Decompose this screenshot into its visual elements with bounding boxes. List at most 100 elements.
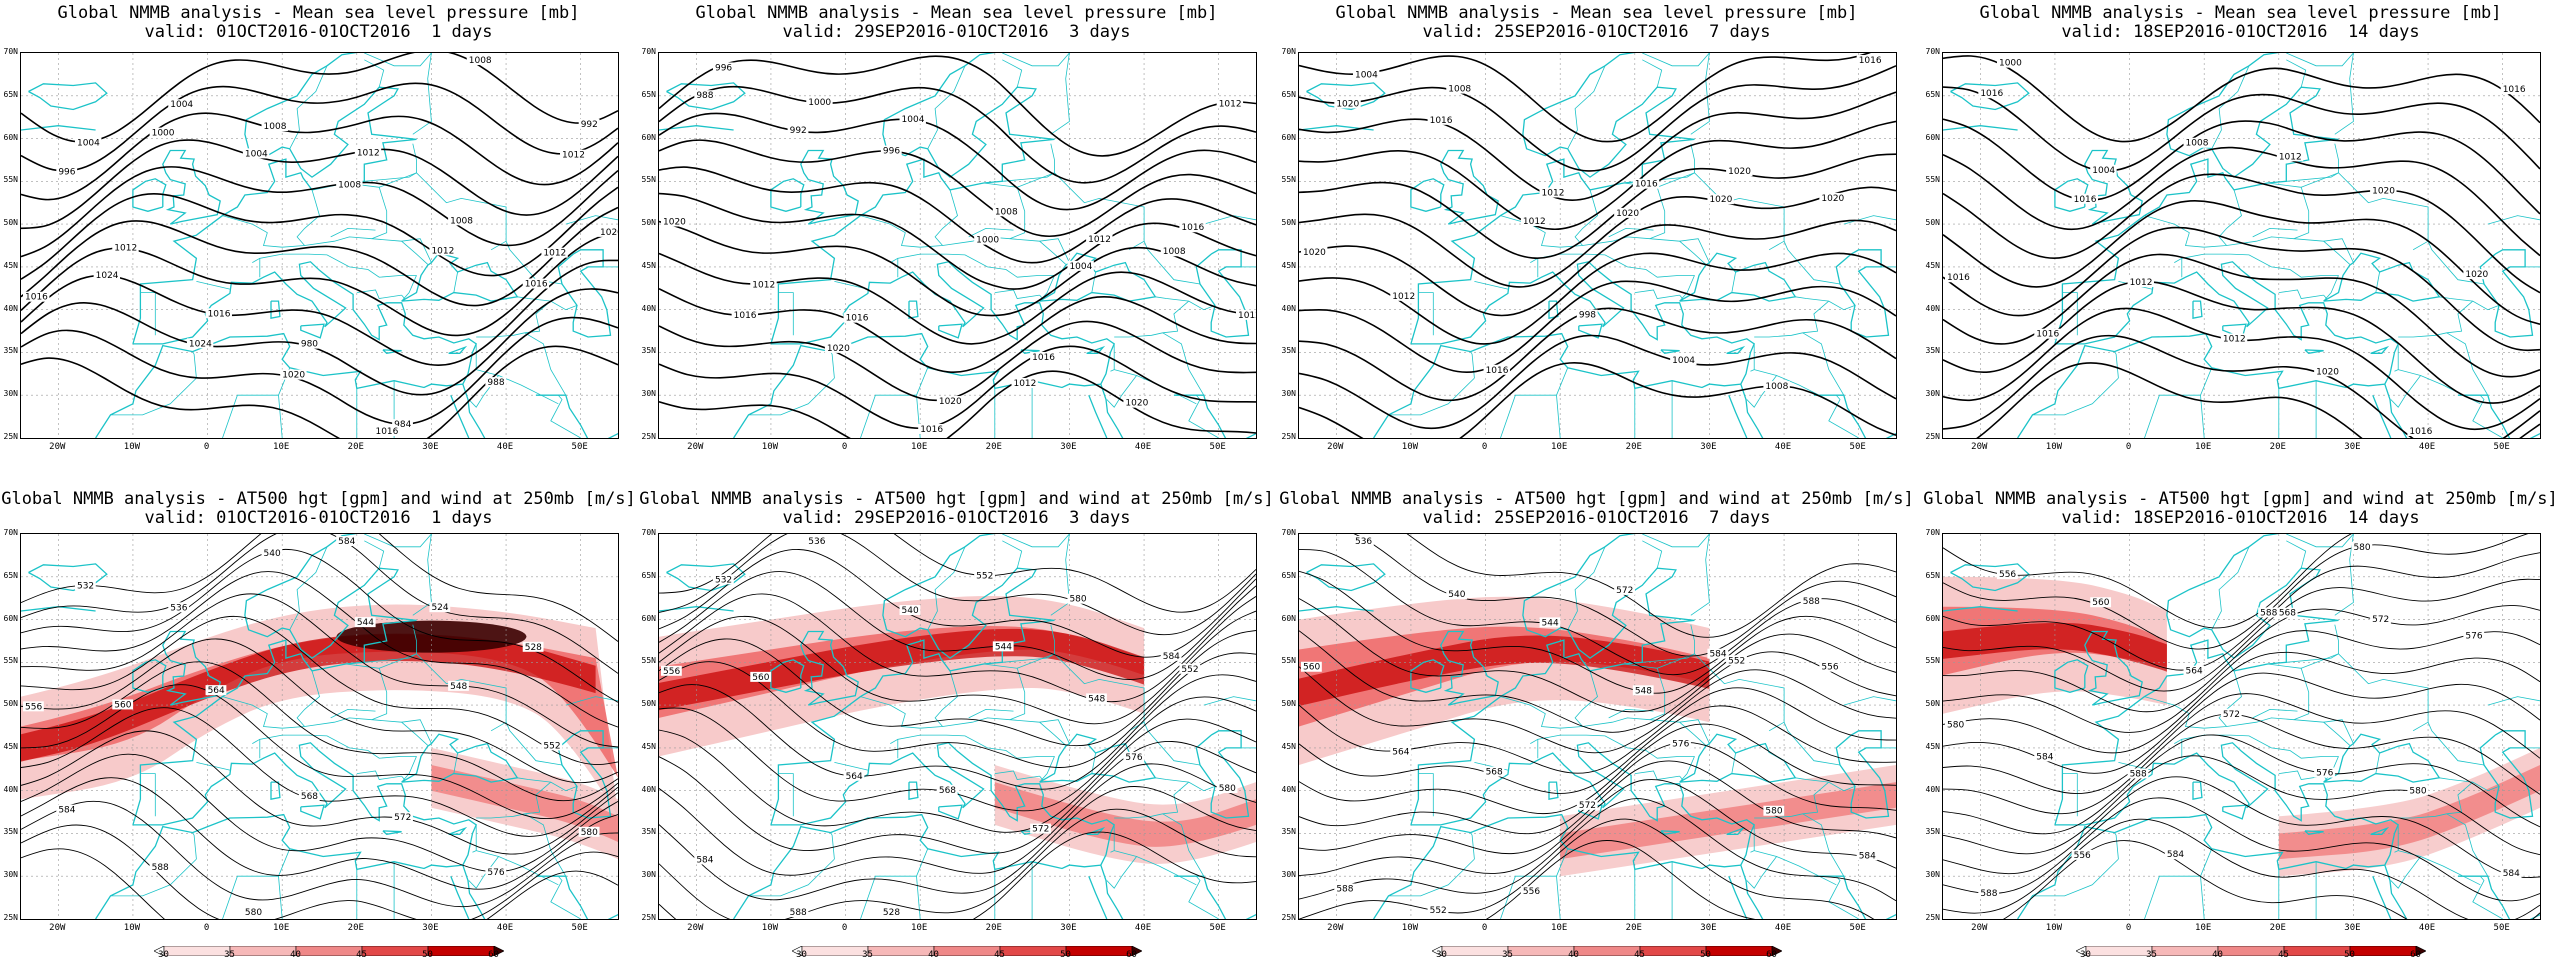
lon-tick-label: 50E xyxy=(1849,442,1866,452)
colorbar-tick-label: 40 xyxy=(2212,950,2223,960)
contour-label: 572 xyxy=(2372,615,2389,625)
contour-label-bg xyxy=(2220,708,2242,719)
lon-tick-label: 20W xyxy=(1327,923,1344,933)
contour-label-bg xyxy=(1390,290,1417,301)
colorbar-tick-label: 50 xyxy=(2344,950,2355,960)
contour-labels: 5365405445485525565605645685725765805845… xyxy=(1301,536,1878,916)
contour-label: 1004 xyxy=(170,100,193,110)
lat-tick-label: 40N xyxy=(641,303,656,313)
contour-label: 544 xyxy=(995,642,1012,652)
contour-label-bg xyxy=(1334,883,1356,894)
lat-tick-label: 55N xyxy=(1281,656,1296,666)
contour-label: 988 xyxy=(696,91,713,101)
contour-label: 988 xyxy=(487,378,504,388)
contour-label-bg xyxy=(242,907,264,917)
contour-label: 1020 xyxy=(939,397,962,407)
coastlines xyxy=(659,534,1256,919)
contour-label-bg xyxy=(787,125,809,136)
contour-label: 528 xyxy=(883,908,900,918)
contour-label: 1000 xyxy=(152,129,175,139)
contour-label: 564 xyxy=(1392,747,1409,757)
lon-tick-label: 10W xyxy=(123,923,141,933)
contour-label: 992 xyxy=(790,126,807,136)
contour-label: 1012 xyxy=(114,244,137,254)
contour-label-bg xyxy=(261,121,288,132)
contour-label: 1008 xyxy=(1765,382,1788,392)
coastlines xyxy=(21,53,618,438)
contour-label-bg xyxy=(1539,617,1561,628)
lat-tick-label: 65N xyxy=(1281,570,1296,580)
map-frame: 536 540 544 548 552 556 560 564 568 572 576 580 584 5… xyxy=(1298,533,1897,920)
contour-label-bg xyxy=(712,62,734,73)
lat-tick-label: 40N xyxy=(3,303,18,313)
contour-label-bg xyxy=(205,685,227,696)
lat-tick-label: 70N xyxy=(3,528,18,537)
contour-label: 1012 xyxy=(1542,188,1565,198)
lon-tick-label: 40E xyxy=(1134,923,1152,933)
contour-label: 544 xyxy=(357,618,374,628)
contour-label-bg xyxy=(392,812,413,823)
contour-label: 1020 xyxy=(282,371,305,381)
lat-tick-label: 30N xyxy=(1925,870,1940,880)
coastlines xyxy=(21,534,618,919)
contour-label-bg xyxy=(2183,665,2205,676)
coastlines xyxy=(1943,53,2540,438)
colorbar-tick-label: 30 xyxy=(2080,950,2091,960)
contour-label-bg xyxy=(936,395,964,406)
contour-label: 536 xyxy=(808,537,825,547)
contour-label: 1008 xyxy=(264,122,287,132)
contour-label-bg xyxy=(74,137,102,148)
contour-label: 552 xyxy=(1181,665,1198,675)
lon-tick-label: 0 xyxy=(841,923,848,933)
contour-label: 984 xyxy=(394,420,411,430)
contour-label-bg xyxy=(1670,355,1697,366)
lat-tick-label: 35N xyxy=(3,827,18,837)
contour-label-bg xyxy=(843,312,870,323)
contour-label-bg xyxy=(1726,166,1753,177)
lat-tick-label: 35N xyxy=(1925,346,1940,356)
contour-label: 584 xyxy=(1163,652,1180,662)
lon-tick-label: 30E xyxy=(2344,442,2361,452)
lon-tick-label: 40E xyxy=(2418,442,2436,452)
contour-label-bg xyxy=(1086,693,1107,704)
contour-label: 1004 xyxy=(77,139,100,149)
colorbar-tick-label: 45 xyxy=(356,950,367,960)
contour-label: 1000 xyxy=(1999,59,2022,69)
contour-label: 572 xyxy=(1616,586,1633,596)
panel-title-line2: valid: 29SEP2016-01OCT2016 3 days xyxy=(782,508,1131,528)
colorbar-tick-label: 45 xyxy=(994,950,1005,960)
contour-label-bg xyxy=(2314,366,2341,377)
contour-label-bg xyxy=(1216,98,1244,109)
lon-tick-label: 10W xyxy=(2045,923,2063,933)
contour-label-bg xyxy=(712,574,734,585)
contour-label-bg xyxy=(186,338,214,349)
contour-label: 1004 xyxy=(245,149,268,159)
contour-labels: 1004 1008 1012 1016 1020 1020 1020 1012 1016 998 1… xyxy=(1301,55,1884,392)
contour-label-bg xyxy=(750,671,772,682)
contour-label: 556 xyxy=(1821,663,1838,673)
map-frame: 1004 1008 1012 1016 1020 1020 1020 1012 1016 998 1… xyxy=(1298,52,1897,439)
contour-label-bg xyxy=(280,369,307,380)
contour-label: 1012 xyxy=(1523,217,1546,227)
colorbar-tick-label: 30 xyxy=(1436,950,1447,960)
colorbar-swatches xyxy=(790,945,1143,957)
contour-label-bg xyxy=(149,127,176,138)
contour-label-bg xyxy=(1945,719,1966,730)
lat-tick-label: 50N xyxy=(641,699,656,709)
lat-tick-label: 50N xyxy=(641,218,656,228)
contour-label-bg xyxy=(23,291,50,302)
contour-label: 1016 xyxy=(920,425,943,435)
contour-lines xyxy=(1299,534,1896,919)
contour-label: 584 xyxy=(1859,851,1876,861)
contour-label-bg xyxy=(242,148,270,159)
contour-label: 588 xyxy=(790,908,807,918)
wind-shading xyxy=(1943,576,2540,877)
contour-label-bg xyxy=(448,215,475,226)
contour-label: 572 xyxy=(394,813,411,823)
lon-tick-label: 0 xyxy=(203,442,210,452)
contour-label-bg xyxy=(1086,233,1113,244)
lat-tick-label: 70N xyxy=(1925,47,1940,56)
coastlines xyxy=(659,53,1256,438)
contour-label: 1016 xyxy=(2503,85,2526,95)
colorbar-tick-label: 50 xyxy=(1060,950,1071,960)
